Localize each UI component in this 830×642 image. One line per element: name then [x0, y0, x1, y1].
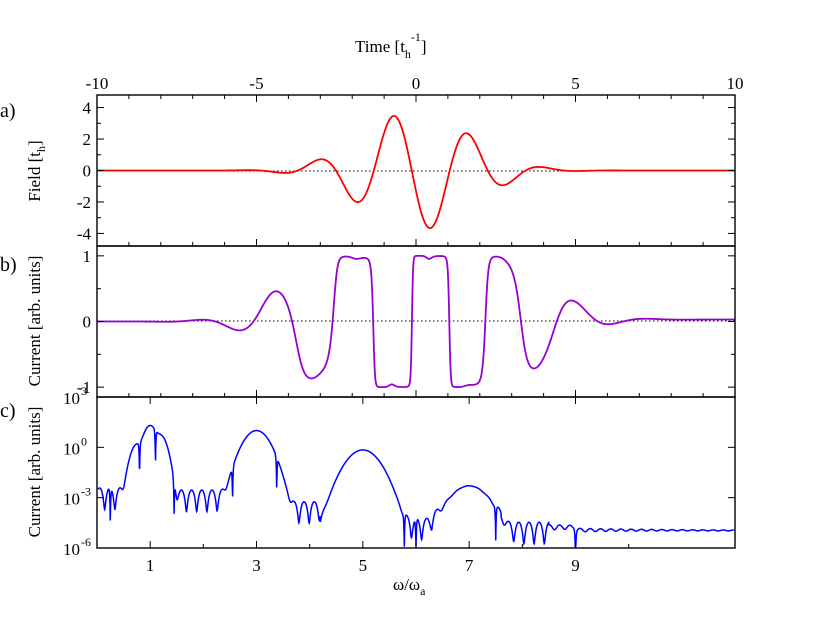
- spectrum-curve: [97, 424, 734, 548]
- top-tick-label: 5: [571, 74, 580, 93]
- panel-c-letter: c): [0, 400, 16, 422]
- top-axis: Time [th-1] -10 -5 0 5 10: [86, 30, 744, 93]
- panel-a-yticks: 4 2 0 -2 -4: [77, 99, 92, 244]
- panel-b: b) Current [arb. units] 1 0 -1: [0, 245, 736, 398]
- panel-c-xtick-label: 1: [146, 556, 155, 575]
- panel-b-ytick-label: 0: [83, 313, 92, 332]
- panel-a-ylabel: Field [th]: [25, 140, 48, 201]
- panel-b-ytick-label: -1: [77, 378, 91, 397]
- panel-c-yticks: 103 100 10-3 10-6: [63, 384, 91, 559]
- panel-a-ytick-label: 4: [83, 99, 92, 118]
- panel-a-ytick-label: 0: [83, 162, 92, 181]
- panel-b-ylabel: Current [arb. units]: [25, 256, 44, 387]
- panel-a-ytick-label: -2: [77, 193, 91, 212]
- top-tick-label: 0: [412, 74, 421, 93]
- panel-c-ytick-label: 10-6: [63, 535, 91, 559]
- panel-c: c) Current [arb. units] 103 100 10-3 10-6 1…: [0, 384, 736, 598]
- panel-c-xtick-label: 3: [252, 556, 261, 575]
- panel-a-letter: a): [0, 100, 16, 122]
- top-tick-labels: -10 -5 0 5 10: [86, 74, 744, 93]
- panel-c-xtick-label: 5: [359, 556, 368, 575]
- panel-b-frame: [96, 245, 736, 398]
- panel-c-xticks: 1 3 5 7 9: [146, 556, 580, 575]
- panel-a-ytick-label: 2: [83, 130, 92, 149]
- panel-c-ytick-label: 100: [63, 434, 87, 458]
- top-tick-label: -5: [249, 74, 263, 93]
- panel-c-xtick-label: 7: [465, 556, 474, 575]
- panel-b-letter: b): [0, 254, 17, 276]
- current-curve: [97, 254, 735, 388]
- panel-c-xtick-label: 9: [571, 556, 580, 575]
- panel-a: a) Field [th] 4 2 0 -2 -4: [0, 94, 736, 247]
- top-tick-label: 10: [727, 74, 744, 93]
- panel-c-ytick-label: 10-3: [63, 485, 91, 509]
- field-curve: [97, 115, 735, 229]
- top-tick-label: -10: [86, 74, 109, 93]
- panel-a-ytick-label: -4: [77, 224, 92, 243]
- tick-marks: [96, 95, 736, 549]
- panel-b-ytick-label: 1: [83, 247, 92, 266]
- panel-c-ytick-label: 103: [63, 384, 87, 408]
- panel-c-ylabel: Current [arb. units]: [25, 407, 44, 538]
- panel-c-xlabel: ω/ωa: [393, 575, 426, 598]
- panel-b-yticks: 1 0 -1: [77, 247, 91, 397]
- top-axis-title: Time [th-1]: [355, 30, 427, 61]
